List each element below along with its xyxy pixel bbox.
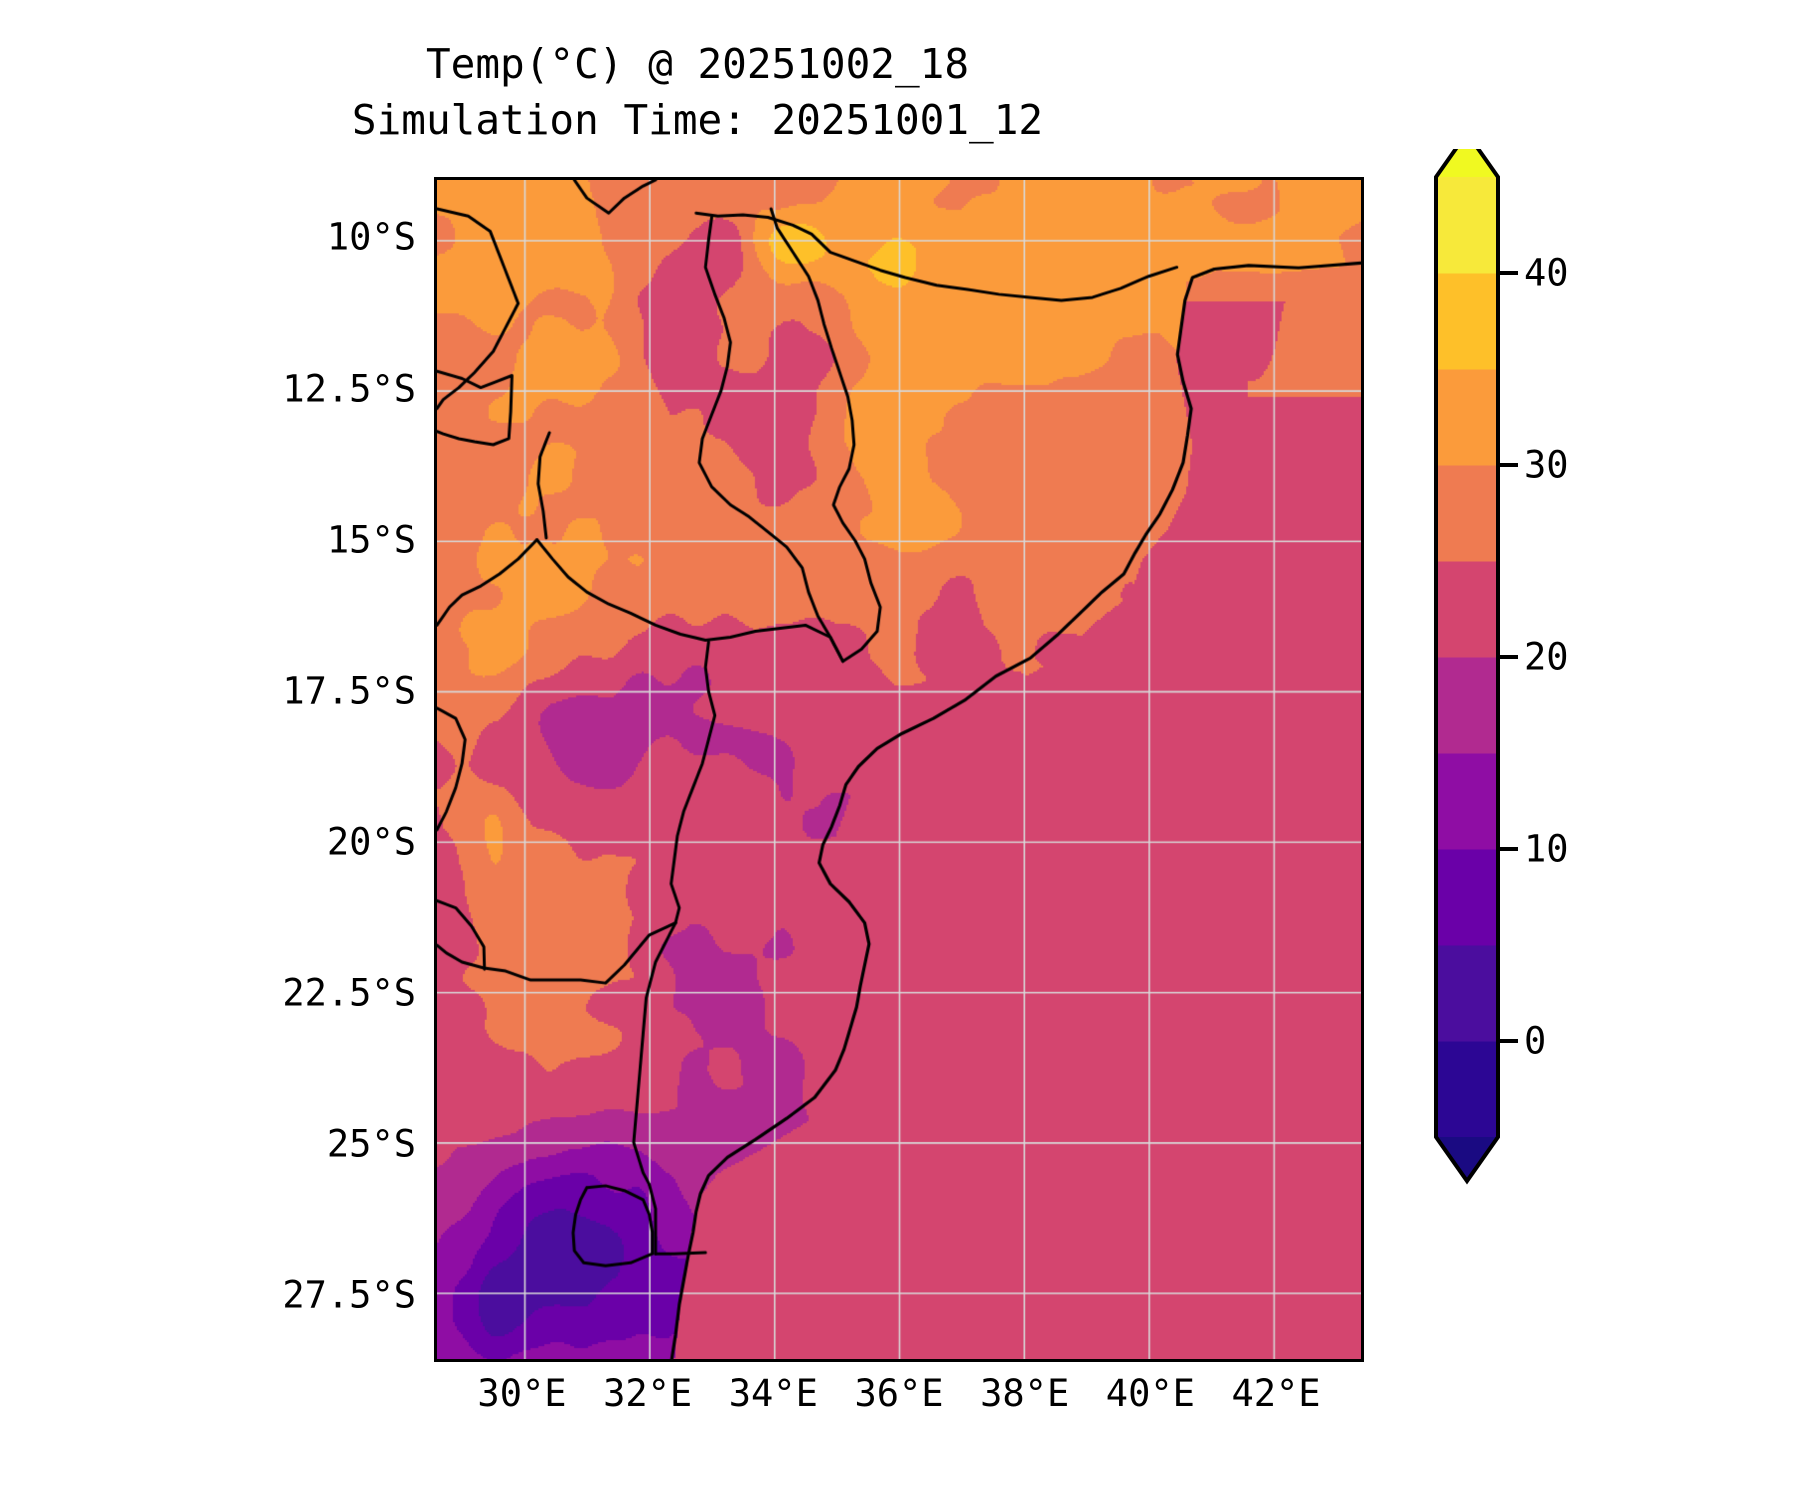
colorbar-band	[1436, 849, 1498, 946]
colorbar-swatches	[1434, 149, 1518, 1185]
x-ticklabel: 36°E	[854, 1372, 944, 1415]
colorbar-ticklabel: 10	[1524, 827, 1569, 871]
colorbar-band	[1436, 177, 1498, 274]
colorbar-outline	[1434, 149, 1500, 1185]
y-ticklabel: 17.5°S	[282, 669, 416, 713]
x-ticklabel: 32°E	[603, 1372, 693, 1415]
colorbar-ticklabel: 0	[1524, 1019, 1547, 1063]
temperature-field	[437, 180, 1361, 1359]
colorbar-band	[1436, 657, 1498, 754]
y-ticklabel: 25°S	[326, 1122, 416, 1166]
y-ticklabel: 20°S	[326, 820, 416, 864]
chart-title: Temp(°C) @ 20251002_18 Simulation Time: …	[0, 36, 1395, 148]
colorbar-band	[1436, 1041, 1498, 1138]
colorbar: 0 10 20 30 40	[1418, 149, 1718, 1185]
colorbar-band	[1436, 273, 1498, 370]
x-ticklabel: 38°E	[980, 1372, 1070, 1415]
title-line-secondary: Simulation Time: 20251001_12	[351, 96, 1044, 144]
colorbar-ticklabel: 40	[1524, 251, 1569, 295]
colorbar-band	[1436, 753, 1498, 850]
y-ticklabel: 12.5°S	[282, 367, 416, 411]
x-ticklabel: 30°E	[477, 1372, 567, 1415]
colorbar-band	[1436, 945, 1498, 1042]
y-ticklabel: 15°S	[326, 518, 416, 562]
colorbar-ticklabel: 30	[1524, 443, 1569, 487]
y-ticklabel: 27.5°S	[282, 1273, 416, 1317]
colorbar-band	[1436, 369, 1498, 466]
map-axes	[434, 177, 1364, 1362]
x-ticklabel: 42°E	[1231, 1372, 1321, 1415]
y-ticklabel: 10°S	[326, 215, 416, 259]
x-ticklabel: 34°E	[728, 1372, 818, 1415]
y-ticklabel: 22.5°S	[282, 971, 416, 1015]
x-ticklabel: 40°E	[1105, 1372, 1195, 1415]
colorbar-ticklabel: 20	[1524, 635, 1569, 679]
colorbar-extend-min	[1436, 1137, 1498, 1181]
colorbar-band	[1436, 465, 1498, 562]
title-line-primary: Temp(°C) @ 20251002_18	[425, 40, 970, 88]
colorbar-band	[1436, 561, 1498, 658]
